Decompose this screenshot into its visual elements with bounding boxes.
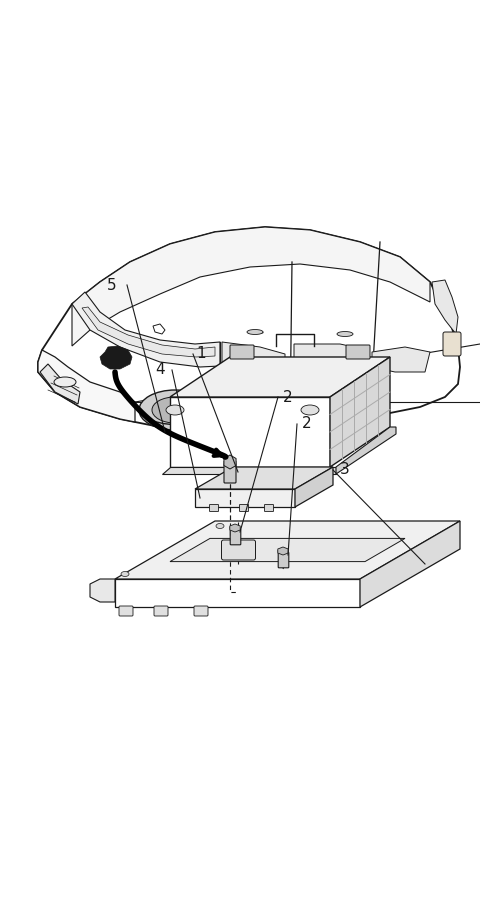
Ellipse shape (278, 549, 288, 553)
Polygon shape (153, 324, 165, 334)
Ellipse shape (301, 405, 319, 415)
Polygon shape (336, 427, 396, 474)
Ellipse shape (247, 329, 263, 335)
Polygon shape (162, 467, 336, 474)
Polygon shape (38, 227, 460, 426)
Ellipse shape (54, 377, 76, 387)
Polygon shape (90, 579, 115, 602)
Polygon shape (72, 292, 220, 367)
FancyBboxPatch shape (278, 552, 289, 567)
Ellipse shape (274, 390, 346, 430)
Ellipse shape (139, 390, 211, 430)
Ellipse shape (230, 526, 240, 530)
Polygon shape (360, 521, 460, 607)
Polygon shape (100, 346, 132, 369)
Polygon shape (295, 467, 333, 507)
Polygon shape (170, 538, 405, 562)
FancyBboxPatch shape (154, 606, 168, 616)
Polygon shape (115, 579, 360, 607)
Polygon shape (38, 350, 135, 422)
Polygon shape (222, 342, 285, 374)
Text: 5: 5 (107, 278, 117, 292)
Ellipse shape (121, 572, 129, 576)
Ellipse shape (152, 397, 198, 423)
Ellipse shape (216, 523, 224, 529)
FancyBboxPatch shape (443, 332, 461, 356)
Polygon shape (372, 347, 430, 372)
Polygon shape (330, 357, 390, 467)
FancyBboxPatch shape (194, 606, 208, 616)
Polygon shape (195, 467, 333, 489)
Text: 1: 1 (196, 346, 206, 362)
Ellipse shape (166, 405, 184, 415)
Polygon shape (432, 280, 458, 334)
Text: 4: 4 (155, 363, 165, 378)
Text: 2: 2 (283, 390, 293, 404)
FancyBboxPatch shape (264, 504, 274, 511)
Polygon shape (72, 227, 430, 346)
Polygon shape (170, 397, 330, 467)
FancyBboxPatch shape (209, 504, 218, 511)
FancyBboxPatch shape (119, 606, 133, 616)
Polygon shape (82, 307, 215, 357)
FancyBboxPatch shape (221, 540, 255, 560)
Ellipse shape (224, 459, 236, 465)
Polygon shape (294, 344, 368, 372)
Polygon shape (170, 357, 390, 397)
Ellipse shape (287, 397, 333, 423)
Text: 2: 2 (302, 417, 312, 431)
Polygon shape (40, 364, 80, 404)
Ellipse shape (231, 346, 253, 354)
FancyBboxPatch shape (346, 345, 370, 359)
Polygon shape (224, 455, 236, 469)
Polygon shape (278, 547, 288, 555)
FancyBboxPatch shape (240, 504, 249, 511)
Text: 3: 3 (340, 463, 350, 477)
FancyBboxPatch shape (230, 345, 254, 359)
Polygon shape (195, 489, 295, 507)
FancyBboxPatch shape (224, 463, 236, 483)
Ellipse shape (347, 346, 369, 354)
Polygon shape (230, 524, 240, 532)
Polygon shape (115, 521, 460, 579)
FancyBboxPatch shape (230, 529, 241, 545)
Ellipse shape (337, 332, 353, 336)
